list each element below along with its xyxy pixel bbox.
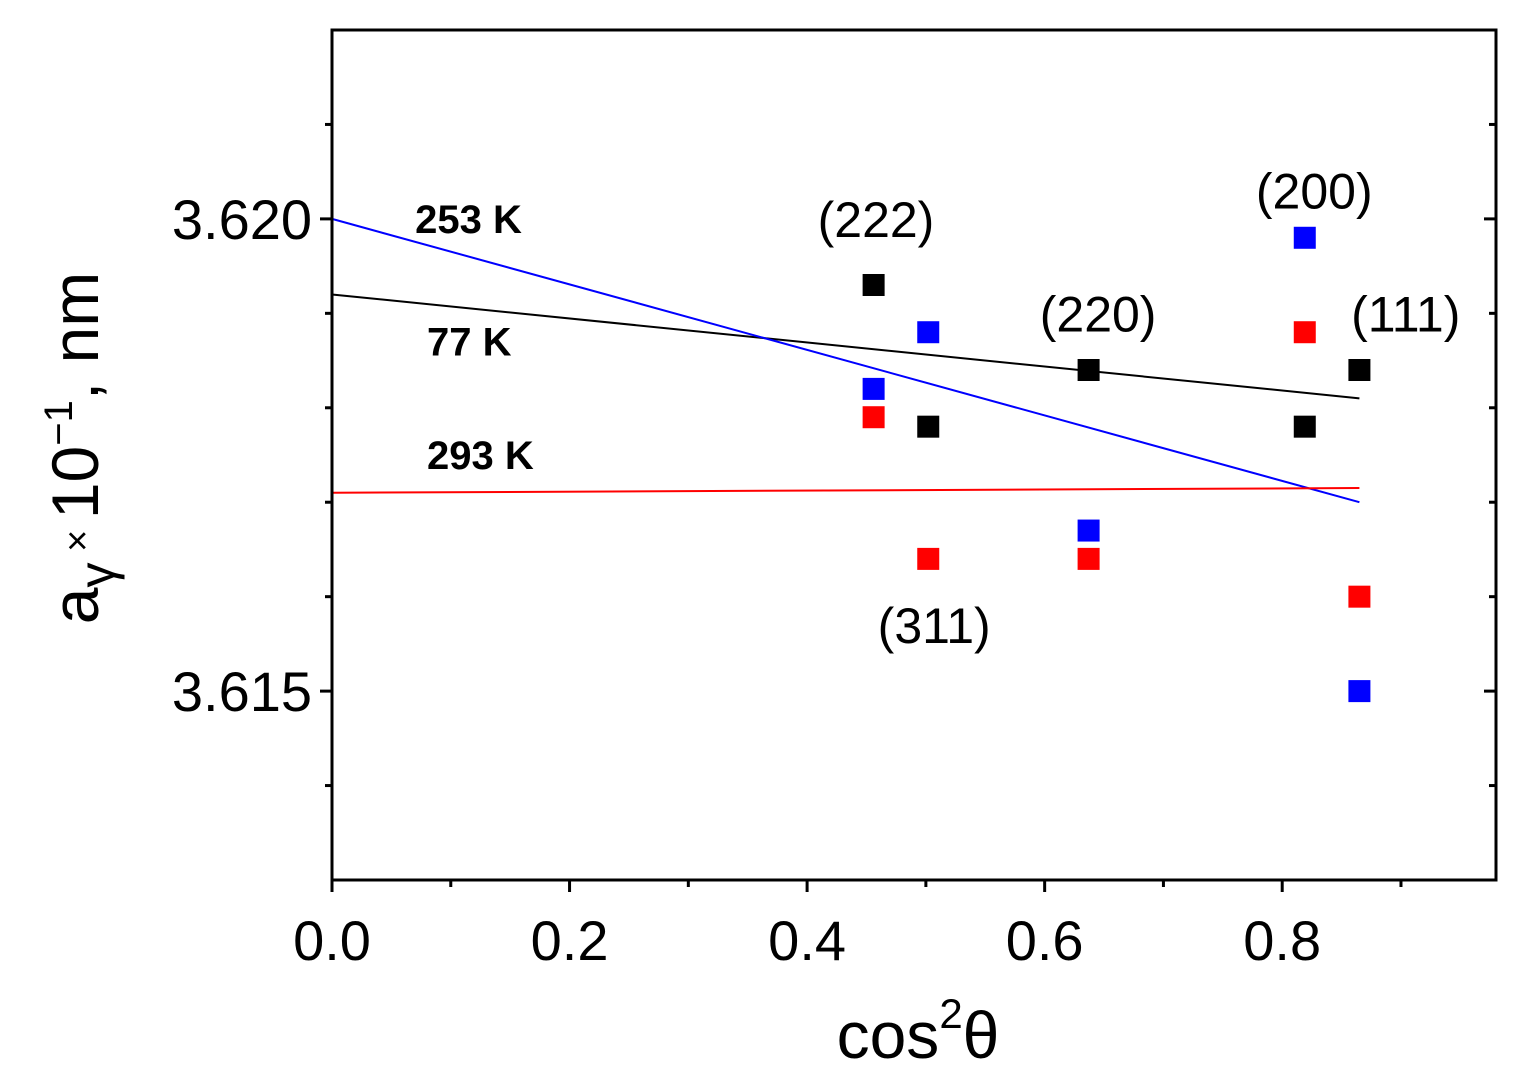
data-point-77k — [1077, 359, 1100, 381]
data-point-77k — [1348, 359, 1371, 381]
x-tick-label: 0.4 — [768, 909, 846, 972]
data-point-293k — [917, 547, 940, 570]
data-point-77k — [862, 274, 885, 296]
fit-line-253k — [331, 217, 1360, 504]
data-point-293k — [1348, 585, 1371, 608]
peak-label: (200) — [1256, 164, 1373, 220]
y-tick-label: 3.615 — [172, 660, 312, 723]
x-tick-label: 0.6 — [1006, 909, 1084, 972]
peak-label: (222) — [818, 192, 935, 248]
x-axis-title: cos2θ — [837, 990, 1000, 1072]
data-point-293k — [1077, 547, 1100, 570]
data-point-253k — [1077, 519, 1100, 542]
series-label: 253 K — [415, 198, 522, 242]
data-point-253k — [862, 377, 885, 400]
plot-border — [330, 28, 1498, 882]
data-point-293k — [862, 406, 885, 429]
fit-line-77k — [331, 293, 1360, 400]
x-tick-label: 0.8 — [1243, 909, 1321, 972]
fit-lines — [331, 217, 1360, 504]
series-label: 293 K — [427, 434, 534, 478]
data-point-253k — [917, 321, 940, 344]
data-point-253k — [1348, 680, 1371, 703]
data-point-253k — [1293, 226, 1316, 249]
peak-label: (220) — [1040, 286, 1157, 342]
data-point-293k — [1293, 321, 1316, 344]
peak-label: (311) — [878, 598, 991, 654]
x-tick-label: 0.2 — [531, 909, 609, 972]
fit-line-293k — [331, 487, 1360, 494]
series-label: 77 K — [427, 321, 512, 365]
data-point-77k — [917, 415, 940, 438]
data-points — [862, 226, 1371, 703]
peak-label: (111) — [1351, 286, 1460, 342]
y-axis-title: aγ × 10−1, nm — [37, 272, 125, 624]
y-tick-label: 3.620 — [172, 188, 312, 251]
data-point-77k — [1293, 415, 1316, 438]
axis-ticks: 0.0 0.2 0.4 0.6 0.8 3.615 3.620 — [172, 122, 1496, 972]
annotations: 253 K 77 K 293 K (222) (220) (200) (111) (311) — [415, 164, 1460, 654]
plot-frame — [330, 28, 1498, 882]
x-tick-label: 0.0 — [293, 909, 371, 972]
